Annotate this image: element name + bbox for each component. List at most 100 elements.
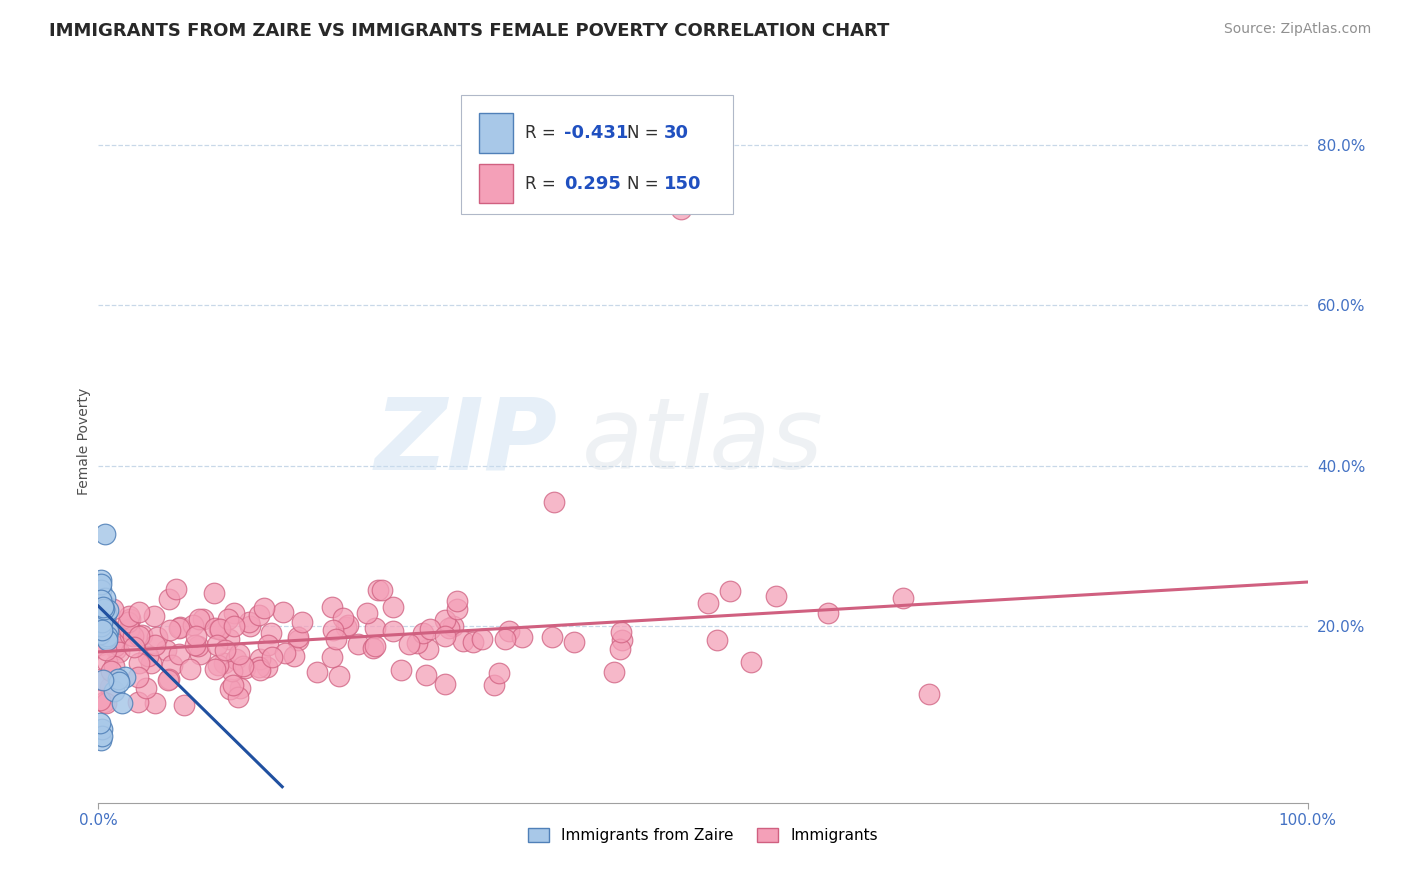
Point bbox=[371, 583, 394, 598]
Point bbox=[208, 622, 231, 636]
Point bbox=[136, 648, 159, 663]
Point bbox=[169, 620, 191, 634]
Point bbox=[232, 658, 254, 673]
Point bbox=[91, 730, 114, 744]
Point bbox=[98, 680, 121, 694]
Point bbox=[104, 639, 127, 653]
Point bbox=[419, 622, 441, 636]
Text: N =: N = bbox=[627, 175, 664, 193]
Point bbox=[122, 628, 145, 642]
Point bbox=[93, 673, 115, 687]
Point bbox=[204, 621, 226, 635]
Point bbox=[222, 678, 245, 692]
Point bbox=[93, 602, 115, 616]
Point bbox=[260, 626, 283, 640]
Point bbox=[416, 642, 439, 657]
Point bbox=[718, 583, 741, 598]
Point bbox=[287, 632, 309, 647]
Point bbox=[510, 630, 533, 644]
Point bbox=[107, 672, 129, 686]
Point bbox=[179, 662, 201, 676]
Point bbox=[225, 652, 247, 666]
Point bbox=[218, 681, 240, 696]
Point bbox=[321, 600, 343, 615]
Point bbox=[91, 624, 114, 638]
Point bbox=[91, 596, 114, 610]
Point bbox=[145, 696, 167, 710]
Point bbox=[103, 634, 125, 648]
Point bbox=[97, 624, 120, 639]
Point bbox=[603, 665, 626, 679]
Point bbox=[127, 695, 149, 709]
Point bbox=[325, 632, 347, 646]
Point bbox=[90, 592, 112, 607]
Point bbox=[433, 677, 456, 691]
Point bbox=[283, 648, 305, 663]
Bar bbox=[479, 164, 513, 203]
Point bbox=[434, 629, 457, 643]
Point bbox=[609, 625, 631, 640]
Point bbox=[118, 622, 141, 636]
Point bbox=[363, 640, 385, 655]
Point bbox=[918, 687, 941, 701]
Point bbox=[120, 611, 142, 625]
Point bbox=[212, 657, 235, 671]
Point bbox=[93, 694, 115, 708]
Point bbox=[328, 668, 350, 682]
Point bbox=[367, 582, 389, 597]
Point bbox=[128, 606, 150, 620]
Point bbox=[89, 673, 111, 687]
Point bbox=[488, 665, 510, 680]
Point bbox=[97, 620, 120, 634]
Point bbox=[226, 690, 249, 704]
Text: atlas: atlas bbox=[582, 393, 824, 490]
Point bbox=[110, 697, 132, 711]
Point bbox=[89, 627, 111, 641]
Point bbox=[135, 681, 157, 695]
Point bbox=[91, 722, 114, 736]
Point bbox=[128, 657, 150, 671]
Text: R =: R = bbox=[526, 175, 561, 193]
Point bbox=[321, 650, 343, 665]
Point bbox=[415, 668, 437, 682]
Point bbox=[90, 618, 112, 632]
Point bbox=[287, 630, 309, 644]
Point bbox=[562, 634, 585, 648]
Point bbox=[891, 591, 914, 605]
Point bbox=[187, 639, 209, 653]
Point bbox=[228, 681, 250, 695]
Point bbox=[322, 623, 344, 637]
Point bbox=[103, 659, 125, 673]
Point bbox=[364, 639, 387, 653]
Point bbox=[291, 615, 314, 629]
Point bbox=[108, 675, 131, 690]
Point bbox=[389, 663, 412, 677]
Point bbox=[90, 583, 112, 598]
Point bbox=[346, 637, 368, 651]
Point bbox=[335, 620, 357, 634]
Point bbox=[205, 638, 228, 652]
Point bbox=[89, 615, 111, 630]
Point bbox=[94, 607, 117, 621]
Point bbox=[122, 640, 145, 654]
Point bbox=[765, 589, 787, 603]
Y-axis label: Female Poverty: Female Poverty bbox=[77, 388, 91, 495]
Point bbox=[139, 656, 162, 670]
Text: IMMIGRANTS FROM ZAIRE VS IMMIGRANTS FEMALE POVERTY CORRELATION CHART: IMMIGRANTS FROM ZAIRE VS IMMIGRANTS FEMA… bbox=[49, 22, 890, 40]
Point bbox=[247, 608, 270, 623]
Point bbox=[89, 715, 111, 730]
Point bbox=[191, 612, 214, 626]
Point bbox=[93, 591, 115, 606]
Point bbox=[90, 733, 112, 747]
Point bbox=[706, 633, 728, 648]
Point bbox=[96, 656, 118, 670]
Point bbox=[441, 619, 464, 633]
Point bbox=[214, 643, 236, 657]
Point bbox=[103, 683, 125, 698]
Legend: Immigrants from Zaire, Immigrants: Immigrants from Zaire, Immigrants bbox=[522, 822, 884, 849]
Point bbox=[117, 615, 139, 629]
Point bbox=[233, 660, 256, 674]
Point bbox=[89, 638, 111, 652]
Point bbox=[543, 494, 565, 508]
Point bbox=[118, 609, 141, 624]
